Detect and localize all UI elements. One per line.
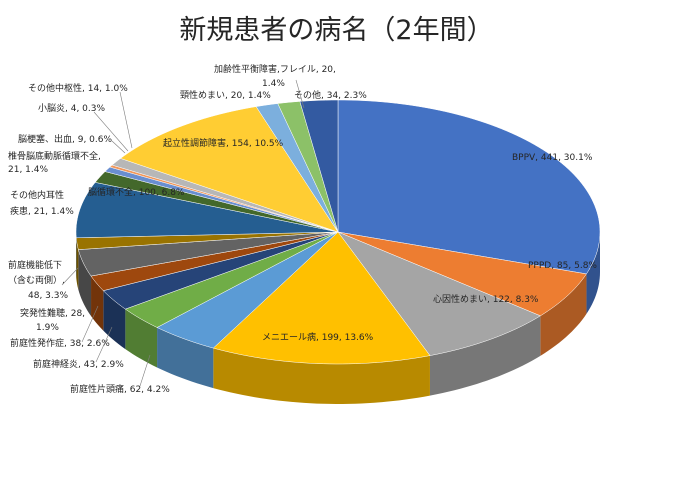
slice-label-vbi-1: 椎骨脳底動脈循環不全,	[8, 150, 101, 162]
slice-4-side	[157, 327, 214, 389]
slice-label-cerebellitis: 小脳炎, 4, 0.3%	[38, 102, 105, 114]
slice-label-hypofunction-1: 前庭機能低下	[8, 259, 62, 271]
slice-label-cervical: 頸性めまい, 20, 1.4%	[180, 89, 271, 101]
slice-label-meniere: メニエール病, 199, 13.6%	[262, 331, 374, 343]
slice-0-top	[337, 99, 601, 275]
slice-1-top	[337, 231, 587, 317]
slice-label-psychogenic: 心因性めまい, 122, 8.3%	[433, 293, 539, 305]
slice-label-sudden-deafness-2: 1.9%	[36, 323, 59, 333]
slice-label-infarction: 脳梗塞、出血, 9, 0.6%	[18, 133, 112, 145]
leader-line-vestibular-migraine	[139, 354, 151, 387]
slice-9-side	[76, 237, 79, 290]
slice-2-side	[429, 315, 541, 396]
leader-line-cerebellitis	[93, 111, 129, 152]
slice-label-cerebral-insufficiency: 脳循環不全, 100, 6.8%	[88, 186, 185, 198]
slice-2-top	[337, 231, 541, 356]
chart-title: 新規患者の病名（2年間）	[179, 15, 494, 46]
slice-label-sudden-deafness-1: 突発性難聴, 28,	[20, 307, 85, 319]
slice-label-vestibular-neuritis: 前庭神経炎, 43, 2.9%	[33, 358, 124, 370]
slice-label-age-related-2: 1.4%	[262, 79, 285, 89]
leader-line-hypofunction	[61, 267, 79, 286]
slice-7-side	[91, 276, 104, 331]
slice-3-side	[213, 348, 430, 404]
slice-8-side	[78, 249, 92, 317]
slice-label-vbi-2: 21, 1.4%	[8, 165, 48, 175]
slice-5-top	[124, 231, 339, 328]
leader-line-infarction	[111, 140, 126, 154]
slice-label-vestibular-migraine: 前庭性片頭痛, 62, 4.2%	[70, 383, 170, 395]
slice-1-side	[540, 273, 587, 356]
slice-label-paroxysmia: 前庭性発作症, 38, 2.6%	[10, 337, 110, 349]
slice-4-top	[156, 231, 339, 349]
slice-label-orthostatic: 起立性調節障害, 154, 10.5%	[163, 137, 284, 149]
leader-line-paroxysmia	[81, 305, 99, 343]
leader-line-other-central	[119, 91, 133, 149]
slice-10-top	[75, 182, 339, 239]
slice-15-top	[119, 106, 339, 233]
slice-3-top	[212, 231, 431, 365]
slice-0-side	[586, 232, 600, 314]
slice-label-other-inner-ear-2: 疾患, 21, 1.4%	[10, 205, 74, 217]
slice-8-top	[78, 231, 339, 277]
slice-label-bppv: BPPV, 441, 30.1%	[512, 153, 593, 163]
slice-label-other-central: その他中枢性, 14, 1.0%	[28, 82, 128, 94]
leader-line-age-related	[295, 79, 305, 109]
slice-label-age-related-1: 加齢性平衡障害,フレイル, 20,	[214, 63, 336, 75]
slice-label-hypofunction-2: （含む両側）,	[8, 274, 65, 286]
slice-7-top	[90, 231, 339, 291]
leader-line-vestibular-neuritis	[95, 326, 113, 363]
slice-label-others: その他, 34, 2.3%	[294, 89, 367, 101]
slice-label-other-inner-ear-1: その他内耳性	[10, 189, 64, 201]
slice-label-pppd: PPPD, 85, 5.8%	[528, 261, 597, 271]
slice-6-top	[102, 231, 339, 310]
slice-label-hypofunction-3: 48, 3.3%	[28, 291, 68, 301]
